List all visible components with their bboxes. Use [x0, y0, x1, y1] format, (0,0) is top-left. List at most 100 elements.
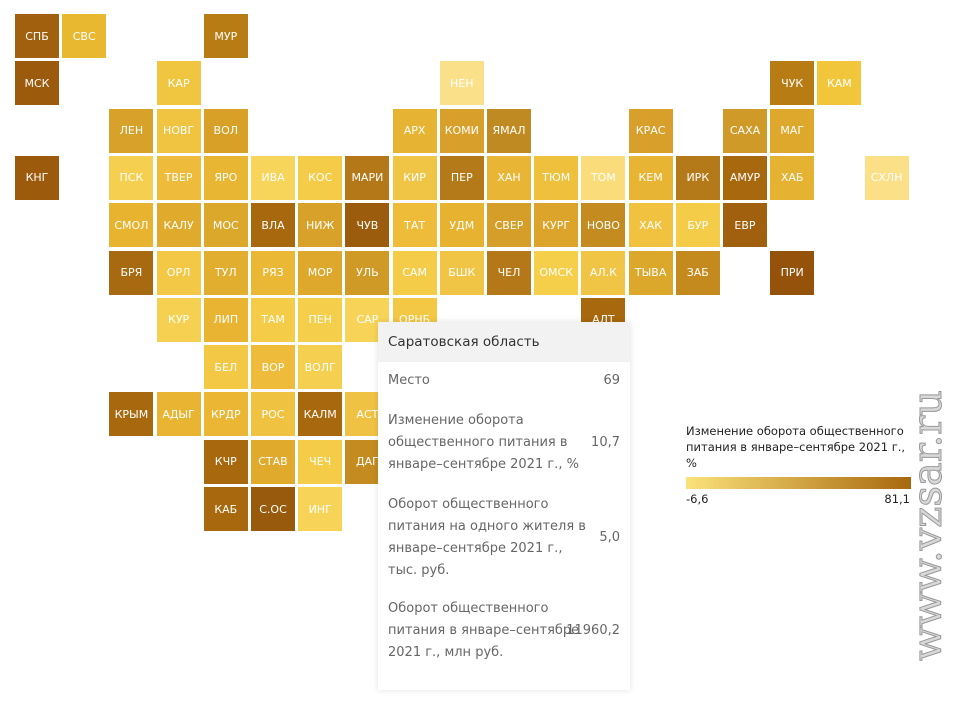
region-tile: МАРИ	[345, 155, 390, 200]
region-tile: ТАМ	[251, 297, 295, 342]
region-tile: ЧУК	[770, 61, 815, 106]
region-tile: АЛ.К	[581, 250, 626, 295]
region-tile: ХАК	[628, 203, 673, 248]
region-tile: КУР	[156, 297, 201, 342]
region-tile: АДЫГ	[156, 392, 201, 437]
legend-gradient	[686, 477, 911, 489]
region-tile: СВЕР	[487, 203, 531, 248]
region-tile: УДМ	[439, 203, 484, 248]
region-tile: ВЛА	[251, 203, 295, 248]
region-tile: ХАБ	[770, 155, 815, 200]
region-tile: ЯМАЛ	[487, 108, 531, 153]
region-tile: РОС	[251, 392, 295, 437]
region-tile: КРЫМ	[109, 392, 154, 437]
region-tile: ТУЛ	[203, 250, 248, 295]
region-tile: ЯРО	[203, 155, 248, 200]
region-tile: ПЕР	[439, 155, 484, 200]
legend-max: 81,1	[884, 492, 910, 506]
region-tile: МСК	[15, 61, 59, 106]
region-tile: НОВО	[581, 203, 626, 248]
region-tile: АМУР	[723, 155, 767, 200]
region-tile: КАР	[156, 61, 201, 106]
region-tile: КНГ	[15, 155, 59, 200]
region-tile: САМ	[392, 250, 437, 295]
region-tile: СВС	[62, 14, 107, 58]
region-tile: ТАТ	[392, 203, 437, 248]
region-tile: ЧУВ	[345, 203, 390, 248]
region-tile: КЕМ	[628, 155, 673, 200]
region-tile: ЕВР	[723, 203, 767, 248]
region-tile: ТЮМ	[534, 155, 579, 200]
region-tile: ЛЕН	[109, 108, 154, 153]
region-tile: УЛЬ	[345, 250, 390, 295]
region-tile: ТОМ	[581, 155, 626, 200]
region-tile: САХА	[723, 108, 767, 153]
region-tile: КАМ	[817, 61, 862, 106]
legend-min: -6,6	[686, 492, 709, 506]
region-tile: ОМСК	[534, 250, 579, 295]
watermark: www.vzsar.ru	[905, 389, 952, 661]
row-value: 10,7	[591, 435, 620, 450]
region-tile: БЕЛ	[203, 345, 248, 390]
region-tile: ИВА	[251, 155, 295, 200]
region-tile: С.ОС	[251, 487, 295, 531]
tooltip-title: Саратовская область	[378, 322, 630, 362]
region-tile: КАЛУ	[156, 203, 201, 248]
row-label: Оборот общественного питания на одного ж…	[388, 497, 586, 578]
region-tile: КУРГ	[534, 203, 579, 248]
region-tile: НИЖ	[298, 203, 343, 248]
region-tile: ВОЛ	[203, 108, 248, 153]
tooltip-row: Оборот общественного питания в январе–се…	[388, 598, 620, 664]
row-label: Изменение оборота общественного питания …	[388, 413, 579, 472]
region-tile: КОМИ	[439, 108, 484, 153]
region-tile: КОС	[298, 155, 343, 200]
tooltip-row: Изменение оборота общественного питания …	[388, 410, 620, 476]
row-label: Оборот общественного питания в январе–се…	[388, 601, 580, 660]
region-tile: ИНГ	[298, 487, 343, 531]
region-tile: КАБ	[203, 487, 248, 531]
tooltip: Саратовская область Место 69 Изменение обо…	[378, 322, 630, 690]
region-tile: ТВЕР	[156, 155, 201, 200]
region-tile: ЧЕЛ	[487, 250, 531, 295]
tooltip-row: Место 69	[388, 370, 620, 392]
region-tile: БУР	[675, 203, 720, 248]
region-tile: НОВГ	[156, 108, 201, 153]
region-tile: ВОЛГ	[298, 345, 343, 390]
region-tile: ЗАБ	[675, 250, 720, 295]
region-tile: ХАН	[487, 155, 531, 200]
legend-title: Изменение оборота общественного питания …	[686, 424, 906, 470]
row-value: 5,0	[599, 530, 620, 545]
region-tile: ИРК	[675, 155, 720, 200]
region-tile: БШК	[439, 250, 484, 295]
region-tile: ЧЕЧ	[298, 439, 343, 484]
region-tile: КРДР	[203, 392, 248, 437]
region-tile: МОС	[203, 203, 248, 248]
region-tile: БРЯ	[109, 250, 154, 295]
region-tile: КЧР	[203, 439, 248, 484]
region-tile: СМОЛ	[109, 203, 154, 248]
region-tile: СПБ	[15, 14, 59, 58]
region-tile: МАГ	[770, 108, 815, 153]
region-tile: АРХ	[392, 108, 437, 153]
region-tile: СТАВ	[251, 439, 295, 484]
region-tile: ПРИ	[770, 250, 815, 295]
region-tile: ТЫВА	[628, 250, 673, 295]
region-tile: ВОР	[251, 345, 295, 390]
region-tile: КРАС	[628, 108, 673, 153]
region-tile: КАЛМ	[298, 392, 343, 437]
row-label: Место	[388, 373, 430, 388]
tooltip-row: Оборот общественного питания на одного ж…	[388, 494, 620, 582]
region-tile: ПСК	[109, 155, 154, 200]
region-tile: ПЕН	[298, 297, 343, 342]
row-value: 11960,2	[566, 623, 620, 638]
region-tile: КИР	[392, 155, 437, 200]
region-tile: НЕН	[439, 61, 484, 106]
region-tile: МОР	[298, 250, 343, 295]
row-value: 69	[603, 373, 620, 388]
region-tile: МУР	[203, 14, 248, 58]
region-tile: РЯЗ	[251, 250, 295, 295]
region-tile: ОРЛ	[156, 250, 201, 295]
region-tile: ЛИП	[203, 297, 248, 342]
